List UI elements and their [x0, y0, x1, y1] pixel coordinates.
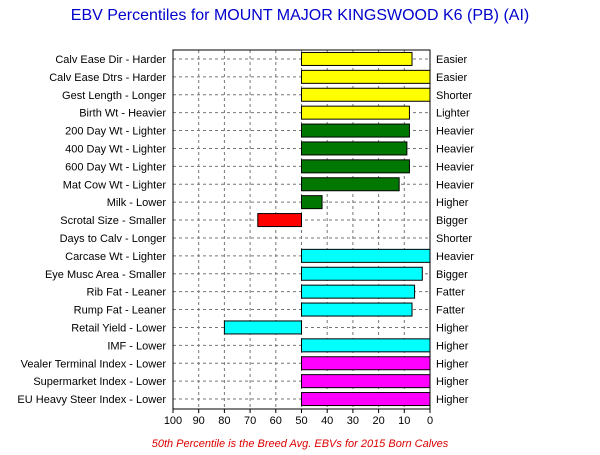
bar-imf-lower — [301, 338, 431, 353]
x-tick-label: 10 — [398, 415, 410, 427]
bar-mat-cow-wt-lighter — [301, 177, 400, 192]
trait-label-left: Calv Ease Dir - Harder — [55, 54, 166, 66]
trait-label-left: Gest Length - Longer — [62, 90, 166, 102]
bar-milk-lower — [301, 195, 323, 210]
bar-carcase-wt-lighter — [301, 248, 431, 263]
plot-frame — [172, 49, 431, 410]
trait-label-right: Higher — [436, 322, 469, 334]
x-tick-label: 40 — [321, 415, 333, 427]
bar-calv-ease-dir-harder — [301, 51, 413, 66]
trait-label-left: 200 Day Wt - Lighter — [65, 126, 166, 138]
trait-label-right: Higher — [436, 394, 469, 406]
chart-title: EBV Percentiles for MOUNT MAJOR KINGSWOO… — [71, 7, 529, 24]
x-tick-label: 100 — [164, 415, 182, 427]
tick-layer: 100 90 80 70 60 50 40 30 20 10 0 — [164, 409, 433, 427]
trait-label-right: Bigger — [436, 215, 468, 227]
trait-label-left: IMF - Lower — [107, 340, 166, 352]
bar-200-day-wt-lighter — [301, 123, 410, 138]
trait-label-left: Scrotal Size - Smaller — [60, 215, 166, 227]
bar-vealer-terminal-index-lower — [301, 356, 431, 371]
trait-label-left: Retail Yield - Lower — [71, 322, 166, 334]
trait-label-left: 600 Day Wt - Lighter — [65, 161, 166, 173]
grid-layer — [173, 50, 430, 409]
trait-label-left: Days to Calv - Longer — [60, 233, 167, 245]
trait-label-left: Vealer Terminal Index - Lower — [21, 358, 167, 370]
trait-label-left: Rib Fat - Leaner — [87, 287, 167, 299]
x-tick-label: 0 — [427, 415, 433, 427]
trait-label-right: Easier — [436, 54, 468, 66]
bar-birth-wt-heavier — [301, 105, 410, 120]
trait-label-left: Rump Fat - Leaner — [74, 305, 167, 317]
x-tick-label: 70 — [244, 415, 256, 427]
trait-label-right: Fatter — [436, 287, 465, 299]
trait-label-right: Higher — [436, 340, 469, 352]
x-tick-label: 20 — [372, 415, 384, 427]
trait-label-left: Birth Wt - Heavier — [79, 108, 166, 120]
trait-label-right: Higher — [436, 358, 469, 370]
trait-label-right: Higher — [436, 376, 469, 388]
bar-layer — [223, 51, 431, 407]
trait-label-right: Heavier — [436, 161, 474, 173]
trait-label-right: Heavier — [436, 126, 474, 138]
x-tick-label: 50 — [295, 415, 307, 427]
trait-label-right: Heavier — [436, 179, 474, 191]
bar-rib-fat-leaner — [301, 284, 416, 299]
bar-eye-musc-area-smaller — [301, 266, 423, 281]
trait-label-right: Easier — [436, 72, 468, 84]
trait-label-right: Bigger — [436, 269, 468, 281]
bar-400-day-wt-lighter — [301, 141, 408, 156]
trait-label-right: Lighter — [436, 108, 470, 120]
bar-scrotal-size-smaller — [257, 213, 302, 228]
bar-600-day-wt-lighter — [301, 159, 410, 174]
trait-label-left: Calv Ease Dtrs - Harder — [49, 72, 166, 84]
trait-label-left: Mat Cow Wt - Lighter — [63, 179, 167, 191]
trait-label-right: Higher — [436, 197, 469, 209]
x-tick-label: 90 — [193, 415, 205, 427]
label-layer: Calv Ease Dir - Harder Easier Calv Ease Dt… — [17, 54, 474, 406]
bar-calv-ease-dtrs-harder — [301, 69, 431, 84]
bar-eu-heavy-steer-index-lower — [301, 392, 431, 407]
x-tick-label: 30 — [347, 415, 359, 427]
bar-retail-yield-lower — [223, 320, 302, 335]
x-tick-label: 60 — [270, 415, 282, 427]
trait-label-right: Shorter — [436, 90, 472, 102]
bar-supermarket-index-lower — [301, 374, 431, 389]
trait-label-left: 400 Day Wt - Lighter — [65, 143, 166, 155]
trait-label-left: Carcase Wt - Lighter — [65, 251, 166, 263]
bar-rump-fat-leaner — [301, 302, 413, 317]
trait-label-left: Supermarket Index - Lower — [33, 376, 166, 388]
trait-label-left: Eye Musc Area - Smaller — [45, 269, 166, 281]
trait-label-right: Heavier — [436, 251, 474, 263]
trait-label-right: Fatter — [436, 305, 465, 317]
x-tick-label: 80 — [218, 415, 230, 427]
trait-label-left: Milk - Lower — [107, 197, 167, 209]
trait-label-right: Heavier — [436, 143, 474, 155]
bar-gest-length-longer — [301, 87, 431, 102]
trait-label-left: EU Heavy Steer Index - Lower — [17, 394, 166, 406]
chart-footnote: 50th Percentile is the Breed Avg. EBVs f… — [152, 438, 449, 450]
trait-label-right: Shorter — [436, 233, 472, 245]
